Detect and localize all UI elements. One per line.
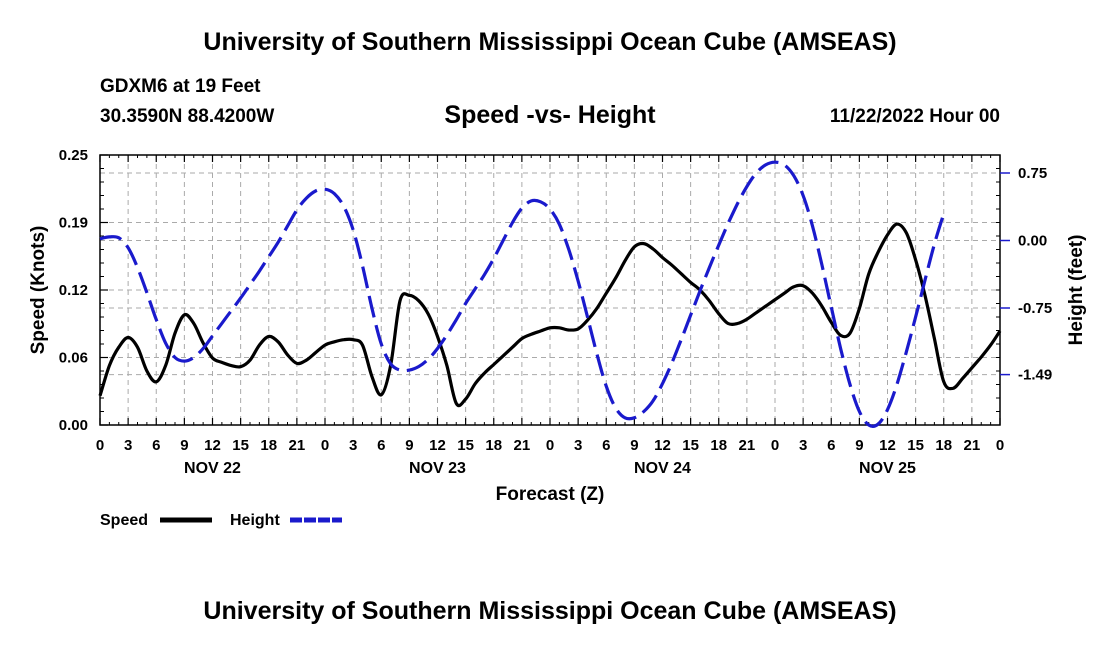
x-tick-label: 9 (405, 437, 413, 454)
x-tick-label: 3 (349, 437, 357, 454)
x-tick-label: 21 (514, 437, 531, 454)
y-tick-label: 0.19 (59, 215, 88, 232)
x-tick-label: 6 (377, 437, 385, 454)
x-tick-label: 9 (855, 437, 863, 454)
x-tick-label: 21 (289, 437, 306, 454)
axis-ticks (99, 154, 1010, 426)
x-tick-label: 12 (879, 437, 896, 454)
y-tick-label: 0.06 (59, 350, 88, 367)
y-axis-label: Speed (Knots) (28, 226, 49, 355)
y2-tick-label: -0.75 (1018, 300, 1052, 317)
x-tick-label: 3 (574, 437, 582, 454)
series-height-line (99, 160, 946, 428)
x-tick-label: 12 (204, 437, 221, 454)
x-tick-label: 0 (96, 437, 104, 454)
x-axis-label: Forecast (Z) (496, 484, 605, 505)
x-tick-label: 21 (964, 437, 981, 454)
y-tick-label: 0.12 (59, 282, 88, 299)
station-label: GDXM6 at 19 Feet (100, 76, 261, 97)
y2-tick-label: -1.49 (1018, 367, 1052, 384)
legend: Speed Height (100, 512, 342, 529)
day-label: NOV 23 (409, 460, 466, 477)
x-tick-label: 15 (457, 437, 474, 454)
coordinates-label: 30.3590N 88.4200W (100, 106, 275, 127)
x-tick-label: 6 (827, 437, 835, 454)
legend-speed-label: Speed (100, 512, 148, 529)
day-label: NOV 25 (859, 460, 916, 477)
series-speed-line (98, 222, 1002, 408)
x-tick-label: 9 (630, 437, 638, 454)
day-label: NOV 22 (184, 460, 241, 477)
day-label: NOV 24 (634, 460, 691, 477)
y2-axis-label: Height (feet) (1066, 235, 1087, 346)
x-tick-label: 6 (602, 437, 610, 454)
x-tick-label: 12 (654, 437, 671, 454)
x-tick-label: 0 (321, 437, 329, 454)
x-tick-label: 18 (260, 437, 277, 454)
x-tick-label: 0 (771, 437, 779, 454)
x-tick-label: 0 (546, 437, 554, 454)
x-tick-label: 18 (485, 437, 502, 454)
x-tick-label: 6 (152, 437, 160, 454)
x-tick-label: 0 (996, 437, 1004, 454)
grid (100, 155, 1000, 425)
y2-tick-label: 0.00 (1018, 233, 1047, 250)
x-tick-label: 15 (232, 437, 249, 454)
x-tick-label: 9 (180, 437, 188, 454)
date-hour-label: 11/22/2022 Hour 00 (829, 106, 1000, 127)
x-tick-label: 21 (739, 437, 756, 454)
main-title: University of Southern Mississippi Ocean… (203, 28, 897, 56)
legend-height-label: Height (230, 512, 280, 529)
x-tick-label: 15 (907, 437, 924, 454)
y-tick-label: 0.25 (59, 147, 88, 164)
x-tick-label: 18 (935, 437, 952, 454)
y-tick-label: 0.00 (59, 417, 88, 434)
chart-title: Speed -vs- Height (444, 101, 656, 129)
footer-title: University of Southern Mississippi Ocean… (203, 597, 897, 625)
x-tick-label: 3 (124, 437, 132, 454)
y2-tick-label: 0.75 (1018, 165, 1047, 182)
x-tick-label: 12 (429, 437, 446, 454)
x-tick-label: 15 (682, 437, 699, 454)
x-tick-label: 3 (799, 437, 807, 454)
series-lines (98, 160, 1002, 428)
tick-labels: 0 3 6 9 12 15 18 21 0 3 6 9 12 15 18 21 0 3 6 9 12 15 18 21 0 3 6 9… (59, 147, 1052, 477)
x-tick-label: 18 (710, 437, 727, 454)
